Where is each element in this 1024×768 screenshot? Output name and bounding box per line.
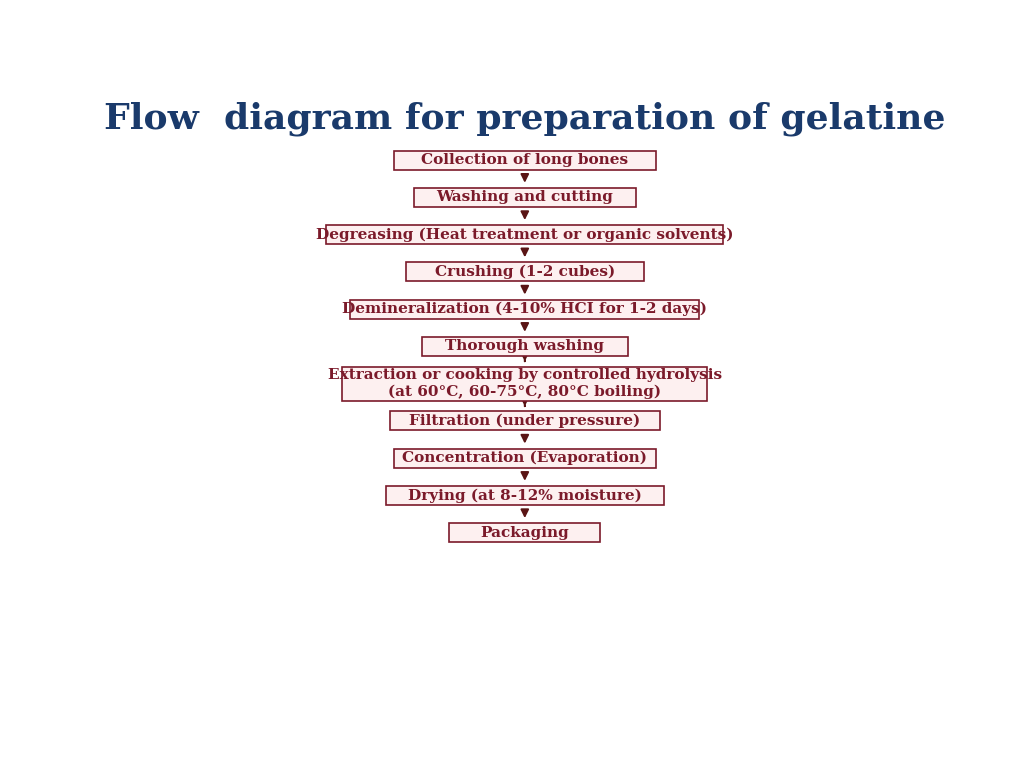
- Text: Thorough washing: Thorough washing: [445, 339, 604, 353]
- Text: Concentration (Evaporation): Concentration (Evaporation): [402, 451, 647, 465]
- Text: Degreasing (Heat treatment or organic solvents): Degreasing (Heat treatment or organic so…: [316, 227, 733, 242]
- FancyBboxPatch shape: [406, 263, 644, 281]
- Text: Drying (at 8-12% moisture): Drying (at 8-12% moisture): [408, 488, 642, 503]
- FancyBboxPatch shape: [394, 151, 655, 170]
- Text: Crushing (1-2 cubes): Crushing (1-2 cubes): [434, 265, 615, 279]
- Text: Demineralization (4-10% HCI for 1-2 days): Demineralization (4-10% HCI for 1-2 days…: [342, 302, 708, 316]
- Text: Washing and cutting: Washing and cutting: [436, 190, 613, 204]
- Text: Collection of long bones: Collection of long bones: [421, 153, 629, 167]
- FancyBboxPatch shape: [390, 412, 659, 430]
- FancyBboxPatch shape: [350, 300, 699, 319]
- FancyBboxPatch shape: [342, 366, 708, 401]
- Text: Filtration (under pressure): Filtration (under pressure): [410, 414, 640, 428]
- FancyBboxPatch shape: [450, 523, 600, 542]
- Text: Flow  diagram for preparation of gelatine: Flow diagram for preparation of gelatine: [104, 101, 945, 136]
- Text: Packaging: Packaging: [480, 526, 569, 540]
- Text: Extraction or cooking by controlled hydrolysis
(at 60°C, 60-75°C, 80°C boiling): Extraction or cooking by controlled hydr…: [328, 369, 722, 399]
- FancyBboxPatch shape: [327, 225, 723, 244]
- FancyBboxPatch shape: [414, 188, 636, 207]
- FancyBboxPatch shape: [386, 486, 664, 505]
- FancyBboxPatch shape: [422, 337, 628, 356]
- FancyBboxPatch shape: [394, 449, 655, 468]
